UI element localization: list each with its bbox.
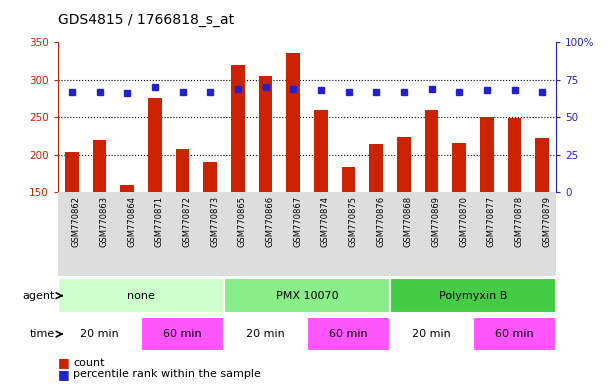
- Bar: [148, 98, 162, 192]
- Text: time: time: [30, 329, 55, 339]
- Text: GSM770875: GSM770875: [348, 196, 357, 247]
- Bar: [369, 144, 383, 192]
- Bar: [473, 317, 556, 351]
- Bar: [175, 149, 189, 192]
- Bar: [397, 137, 411, 192]
- Bar: [508, 118, 521, 192]
- Text: GSM770864: GSM770864: [127, 196, 136, 247]
- Text: GSM770873: GSM770873: [210, 196, 219, 247]
- Bar: [65, 152, 79, 192]
- Text: GSM770871: GSM770871: [155, 196, 164, 247]
- Text: 20 min: 20 min: [246, 329, 285, 339]
- Text: GSM770862: GSM770862: [72, 196, 81, 247]
- Text: GSM770872: GSM770872: [183, 196, 191, 247]
- Bar: [141, 317, 224, 351]
- Bar: [203, 162, 217, 192]
- Text: 20 min: 20 min: [412, 329, 451, 339]
- Bar: [93, 140, 106, 192]
- Bar: [231, 65, 245, 192]
- Text: GDS4815 / 1766818_s_at: GDS4815 / 1766818_s_at: [58, 13, 234, 27]
- Text: GSM770870: GSM770870: [459, 196, 468, 247]
- Text: 60 min: 60 min: [329, 329, 368, 339]
- Bar: [425, 110, 439, 192]
- Bar: [480, 117, 494, 192]
- Text: count: count: [73, 358, 105, 368]
- Text: ■: ■: [58, 356, 70, 369]
- Text: none: none: [127, 291, 155, 301]
- Text: PMX 10070: PMX 10070: [276, 291, 338, 301]
- Text: percentile rank within the sample: percentile rank within the sample: [73, 369, 261, 379]
- Bar: [535, 138, 549, 192]
- Text: ■: ■: [58, 368, 70, 381]
- Bar: [307, 317, 390, 351]
- Text: GSM770874: GSM770874: [321, 196, 330, 247]
- Text: GSM770876: GSM770876: [376, 196, 385, 247]
- Text: 60 min: 60 min: [495, 329, 534, 339]
- Text: GSM770866: GSM770866: [266, 196, 274, 247]
- Text: 60 min: 60 min: [163, 329, 202, 339]
- Text: GSM770878: GSM770878: [514, 196, 524, 247]
- Text: agent: agent: [23, 291, 55, 301]
- Bar: [287, 53, 300, 192]
- Text: GSM770863: GSM770863: [100, 196, 109, 247]
- Bar: [224, 278, 390, 313]
- Text: GSM770867: GSM770867: [293, 196, 302, 247]
- Text: GSM770869: GSM770869: [431, 196, 441, 247]
- Text: GSM770865: GSM770865: [238, 196, 247, 247]
- Bar: [314, 110, 327, 192]
- Text: GSM770868: GSM770868: [404, 196, 413, 247]
- Text: GSM770879: GSM770879: [542, 196, 551, 247]
- Bar: [390, 278, 556, 313]
- Bar: [224, 317, 307, 351]
- Bar: [452, 143, 466, 192]
- Text: 20 min: 20 min: [80, 329, 119, 339]
- Bar: [58, 317, 141, 351]
- Text: Polymyxin B: Polymyxin B: [439, 291, 507, 301]
- Bar: [58, 278, 224, 313]
- Bar: [390, 317, 473, 351]
- Bar: [120, 185, 134, 192]
- Bar: [258, 76, 273, 192]
- Text: GSM770877: GSM770877: [487, 196, 496, 247]
- Bar: [342, 167, 356, 192]
